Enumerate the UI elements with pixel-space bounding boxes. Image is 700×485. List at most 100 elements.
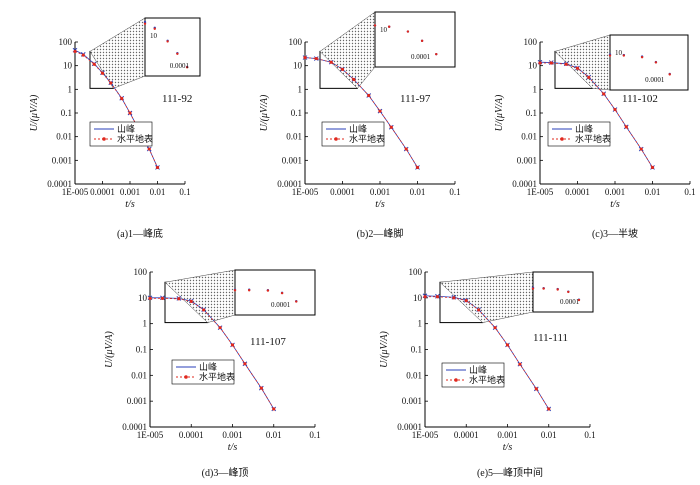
flat-point: [549, 61, 553, 65]
series-line: [304, 57, 418, 168]
y-tick-label: 0.0001: [47, 179, 72, 189]
x-tick-label: 1E-005: [292, 187, 319, 197]
y-tick-label: 0.001: [517, 155, 537, 165]
flat-point: [329, 60, 333, 64]
inset-connector-hatch: [89, 17, 146, 89]
inset-point: [668, 73, 671, 76]
flat-point: [464, 299, 468, 303]
flat-point: [352, 77, 356, 82]
y-tick-label: 0.01: [406, 370, 422, 380]
x-tick-label: 1E-005: [527, 187, 554, 197]
station-label: 111-97: [400, 93, 431, 105]
flat-point: [243, 362, 247, 366]
station-label: 111-107: [250, 336, 286, 348]
y-tick-label: 0.1: [526, 108, 537, 118]
x-tick-label: 1E-005: [137, 430, 164, 440]
y-tick-label: 0.0001: [512, 179, 537, 189]
flat-point: [493, 326, 497, 330]
y-tick-label: 0.01: [131, 370, 147, 380]
inset-point: [166, 40, 169, 43]
legend-label-flat: 水平地表: [575, 133, 611, 144]
series-line: [540, 62, 653, 168]
panel-caption: (a)1—峰底: [117, 227, 163, 240]
inset-point: [420, 39, 424, 43]
legend-box: [89, 121, 153, 147]
y-tick-label: 0.01: [56, 132, 72, 142]
legend-marker-flat: [334, 137, 338, 141]
y-tick-label: 0.01: [521, 132, 537, 142]
y-tick-label: 100: [59, 37, 73, 47]
inset-frame: [609, 34, 689, 91]
y-tick-label: 100: [134, 267, 148, 277]
legend-marker-flat: [560, 137, 564, 141]
x-tick-label: 1E-005: [62, 187, 89, 197]
y-tick-label: 0.1: [61, 108, 72, 118]
y-tick-label: 10: [138, 293, 148, 303]
x-tick-label: 0.1: [584, 430, 595, 440]
flat-point: [624, 125, 628, 129]
x-tick-label: 0.001: [497, 430, 517, 440]
y-tick-label: 0.001: [127, 396, 147, 406]
legend-marker-flat: [454, 378, 458, 382]
flat-point: [602, 92, 606, 96]
flat-point: [303, 55, 307, 60]
inset-point: [406, 30, 410, 33]
flat-point: [650, 165, 655, 170]
x-tick-label: 0.01: [266, 430, 282, 440]
flat-point: [452, 296, 456, 300]
x-tick-label: 0.0001: [90, 187, 115, 197]
y-tick-label: 10: [63, 61, 73, 71]
flat-point: [73, 49, 77, 54]
inset-point: [608, 54, 612, 57]
flat-point: [505, 343, 510, 347]
inset-point: [387, 25, 391, 28]
y-tick-label: 0.1: [291, 108, 302, 118]
flat-point: [177, 297, 181, 301]
x-axis-title: t/s: [610, 199, 620, 210]
legend-label-flat: 水平地表: [349, 133, 385, 144]
flat-point: [218, 326, 222, 330]
x-tick-label: 0.001: [222, 430, 242, 440]
flat-point: [340, 67, 345, 71]
y-tick-label: 0.0001: [397, 422, 422, 432]
y-tick-label: 1: [68, 84, 73, 94]
flat-point: [230, 343, 235, 347]
inset-point: [654, 61, 658, 64]
y-axis-title: U/(μV/A): [494, 94, 505, 131]
x-tick-label: 0.1: [179, 187, 190, 197]
legend-box: [171, 359, 235, 385]
inset-y-tick: 10: [150, 32, 158, 40]
flat-point: [81, 53, 85, 57]
x-axis-title: t/s: [375, 199, 385, 210]
y-tick-label: 0.001: [282, 155, 302, 165]
x-axis-title: t/s: [503, 442, 513, 453]
y-tick-label: 0.0001: [277, 179, 302, 189]
inset-point: [143, 22, 147, 25]
inset-x-tick: 0.0001: [170, 62, 190, 70]
legend-marker-flat: [184, 375, 188, 379]
station-label: 111-102: [622, 93, 658, 105]
station-label: 111-111: [533, 332, 568, 344]
flat-point: [109, 81, 113, 85]
flat-point: [202, 308, 206, 312]
inset-point: [577, 298, 581, 302]
flat-point: [538, 61, 542, 65]
flat-point: [367, 93, 371, 98]
y-tick-label: 10: [528, 61, 538, 71]
x-tick-label: 0.0001: [565, 187, 590, 197]
flat-point: [564, 62, 568, 66]
legend-label-mountain: 山峰: [575, 124, 593, 134]
inset-connector-hatch: [319, 11, 376, 89]
flat-point: [100, 71, 105, 75]
legend-marker-flat: [102, 137, 106, 141]
legend-label-flat: 水平地表: [117, 133, 153, 144]
legend-box: [441, 362, 505, 388]
x-tick-label: 0.1: [449, 187, 460, 197]
inset-frame: [374, 11, 456, 68]
series-line: [150, 298, 275, 410]
flat-point: [120, 96, 124, 101]
panel-caption: (c)3—半坡: [592, 227, 638, 240]
flat-point: [534, 387, 538, 391]
y-axis-title: U/(μV/A): [29, 94, 40, 131]
